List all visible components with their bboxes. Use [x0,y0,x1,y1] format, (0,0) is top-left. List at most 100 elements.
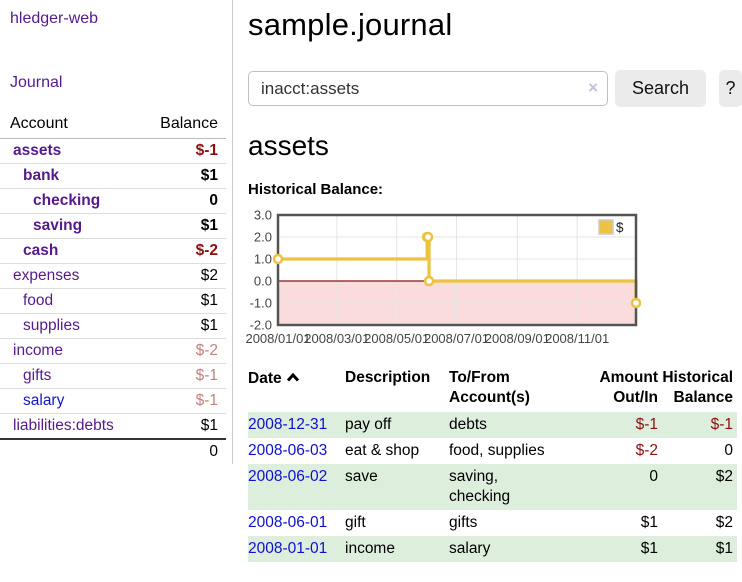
account-link[interactable]: saving [33,217,83,234]
transaction-accounts: salary [449,540,491,557]
transaction-description: income [345,540,395,557]
y-axis-tick-label: 3.0 [254,208,272,223]
transaction-row: 2008-12-31 pay off debts $-1 $-1 [248,412,737,438]
accounts-header-account: Account [0,113,136,139]
accounts-header-balance: Balance [135,113,226,139]
account-link[interactable]: food [23,292,54,309]
main-content: sample.journal × Search ? assets Histori… [245,0,742,562]
chart-title: Historical Balance: [248,181,384,198]
account-row: cash $-2 [0,238,226,264]
account-balance: $-1 [195,142,218,159]
account-link[interactable]: supplies [23,317,80,334]
account-row: salary $-1 [0,388,226,414]
account-balance: $1 [135,213,226,239]
data-point[interactable] [422,231,434,243]
data-point[interactable] [272,253,284,265]
account-link[interactable]: cash [23,242,59,259]
data-point[interactable] [630,297,642,309]
sidebar: hledger-web Journal Account Balance asse… [0,0,233,464]
column-header-accounts[interactable]: To/From Account(s) [449,369,530,406]
transaction-amount: 0 [649,468,658,485]
legend-label: $ [616,220,624,235]
transaction-row: 2008-06-02 save saving, checking 0 $2 [248,464,737,510]
account-row: food $1 [0,288,226,314]
transaction-description: pay off [345,416,392,433]
y-axis-tick-label: 1.0 [254,252,272,267]
legend-swatch [598,219,614,235]
transaction-accounts: saving, checking [449,468,511,505]
historical-balance-chart: $3.0 2.0 1.0 0.0 -1.0 -2.0 2008/01/01 2008/03/0… [245,208,742,351]
x-axis-tick-label: 2008/05/01 [364,331,429,346]
column-header-date[interactable]: Date [248,366,345,412]
account-balance: $-1 [135,388,226,414]
sort-ascending-icon [286,368,300,388]
search-input[interactable] [248,71,608,106]
clear-search-icon[interactable]: × [588,78,598,97]
transaction-balance: $2 [715,514,733,531]
account-link[interactable]: checking [33,192,101,209]
transaction-description: eat & shop [345,442,420,459]
transaction-amount: $1 [640,540,658,557]
account-link[interactable]: assets [13,142,62,159]
account-row: checking 0 [0,188,226,214]
account-row: supplies $1 [0,313,226,339]
account-link[interactable]: salary [23,392,65,409]
column-header-description[interactable]: Description [345,369,431,386]
transaction-amount: $-1 [635,416,658,433]
transaction-date-link[interactable]: 2008-06-02 [248,468,328,485]
transaction-balance: 0 [724,442,733,459]
accounts-total-value: 0 [135,438,226,464]
transactions-table: Date Description To/From Account(s) Amou… [248,366,737,562]
account-heading: assets [248,130,329,161]
transaction-amount: $1 [640,514,658,531]
account-row: liabilities:debts $1 [0,413,226,439]
account-link[interactable]: income [13,342,63,359]
help-button[interactable]: ? [719,70,742,107]
transaction-accounts: food, supplies [449,442,545,459]
x-axis-tick-label: 2008/11/01 [545,331,609,346]
account-balance: $-2 [135,338,226,364]
account-balance: $1 [135,313,226,339]
page-title: sample.journal [248,7,453,42]
account-row: income $-2 [0,338,226,364]
transaction-date-link[interactable]: 2008-06-03 [248,442,328,459]
account-balance: 0 [135,188,226,214]
transaction-row: 2008-06-03 eat & shop food, supplies $-2 0 [248,438,737,464]
account-balance: $1 [135,288,226,314]
transaction-row: 2008-06-01 gift gifts $1 $2 [248,510,737,536]
account-balance: $-2 [135,238,226,264]
account-balance: $-1 [135,363,226,389]
transaction-row: 2008-01-01 income salary $1 $1 [248,536,737,562]
column-header-historical-balance[interactable]: Historical Balance [662,369,733,406]
account-balance: $2 [135,263,226,289]
transaction-date-link[interactable]: 2008-01-01 [248,540,328,557]
column-header-amount[interactable]: Amount Out/In [599,369,658,406]
transaction-description: gift [345,514,366,531]
account-link[interactable]: expenses [13,267,80,284]
account-link[interactable]: liabilities:debts [13,417,114,434]
account-row: saving $1 [0,213,226,239]
account-row: bank $1 [0,163,226,189]
search-button[interactable]: Search [615,70,707,107]
transaction-amount: $-2 [635,442,658,459]
plot-border [276,213,638,327]
app-title[interactable]: hledger-web [10,10,99,27]
transaction-accounts: gifts [449,514,478,531]
y-axis-tick-label: -1.0 [250,296,272,311]
transaction-accounts: debts [449,416,487,433]
accounts-total-row: 0 [0,438,226,464]
transaction-date-link[interactable]: 2008-12-31 [248,416,328,433]
account-row: gifts $-1 [0,363,226,389]
x-axis-tick-label: 2008/01/01 [245,331,310,346]
transaction-date-link[interactable]: 2008-06-01 [248,514,328,531]
transaction-description: save [345,468,378,485]
transactions-header-row: Date Description To/From Account(s) Amou… [248,366,737,412]
y-axis-tick-label: 0.0 [254,274,272,289]
account-link[interactable]: gifts [23,367,52,384]
data-point[interactable] [423,275,435,287]
account-link[interactable]: bank [23,167,60,184]
y-axis-tick-label: -2.0 [250,318,272,333]
chart-canvas: $3.0 2.0 1.0 0.0 -1.0 -2.02008/01/012008/03/0… [245,208,642,346]
sidebar-item-journal[interactable]: Journal [10,74,63,91]
x-axis-tick-label: 2008/09/01 [485,331,550,346]
